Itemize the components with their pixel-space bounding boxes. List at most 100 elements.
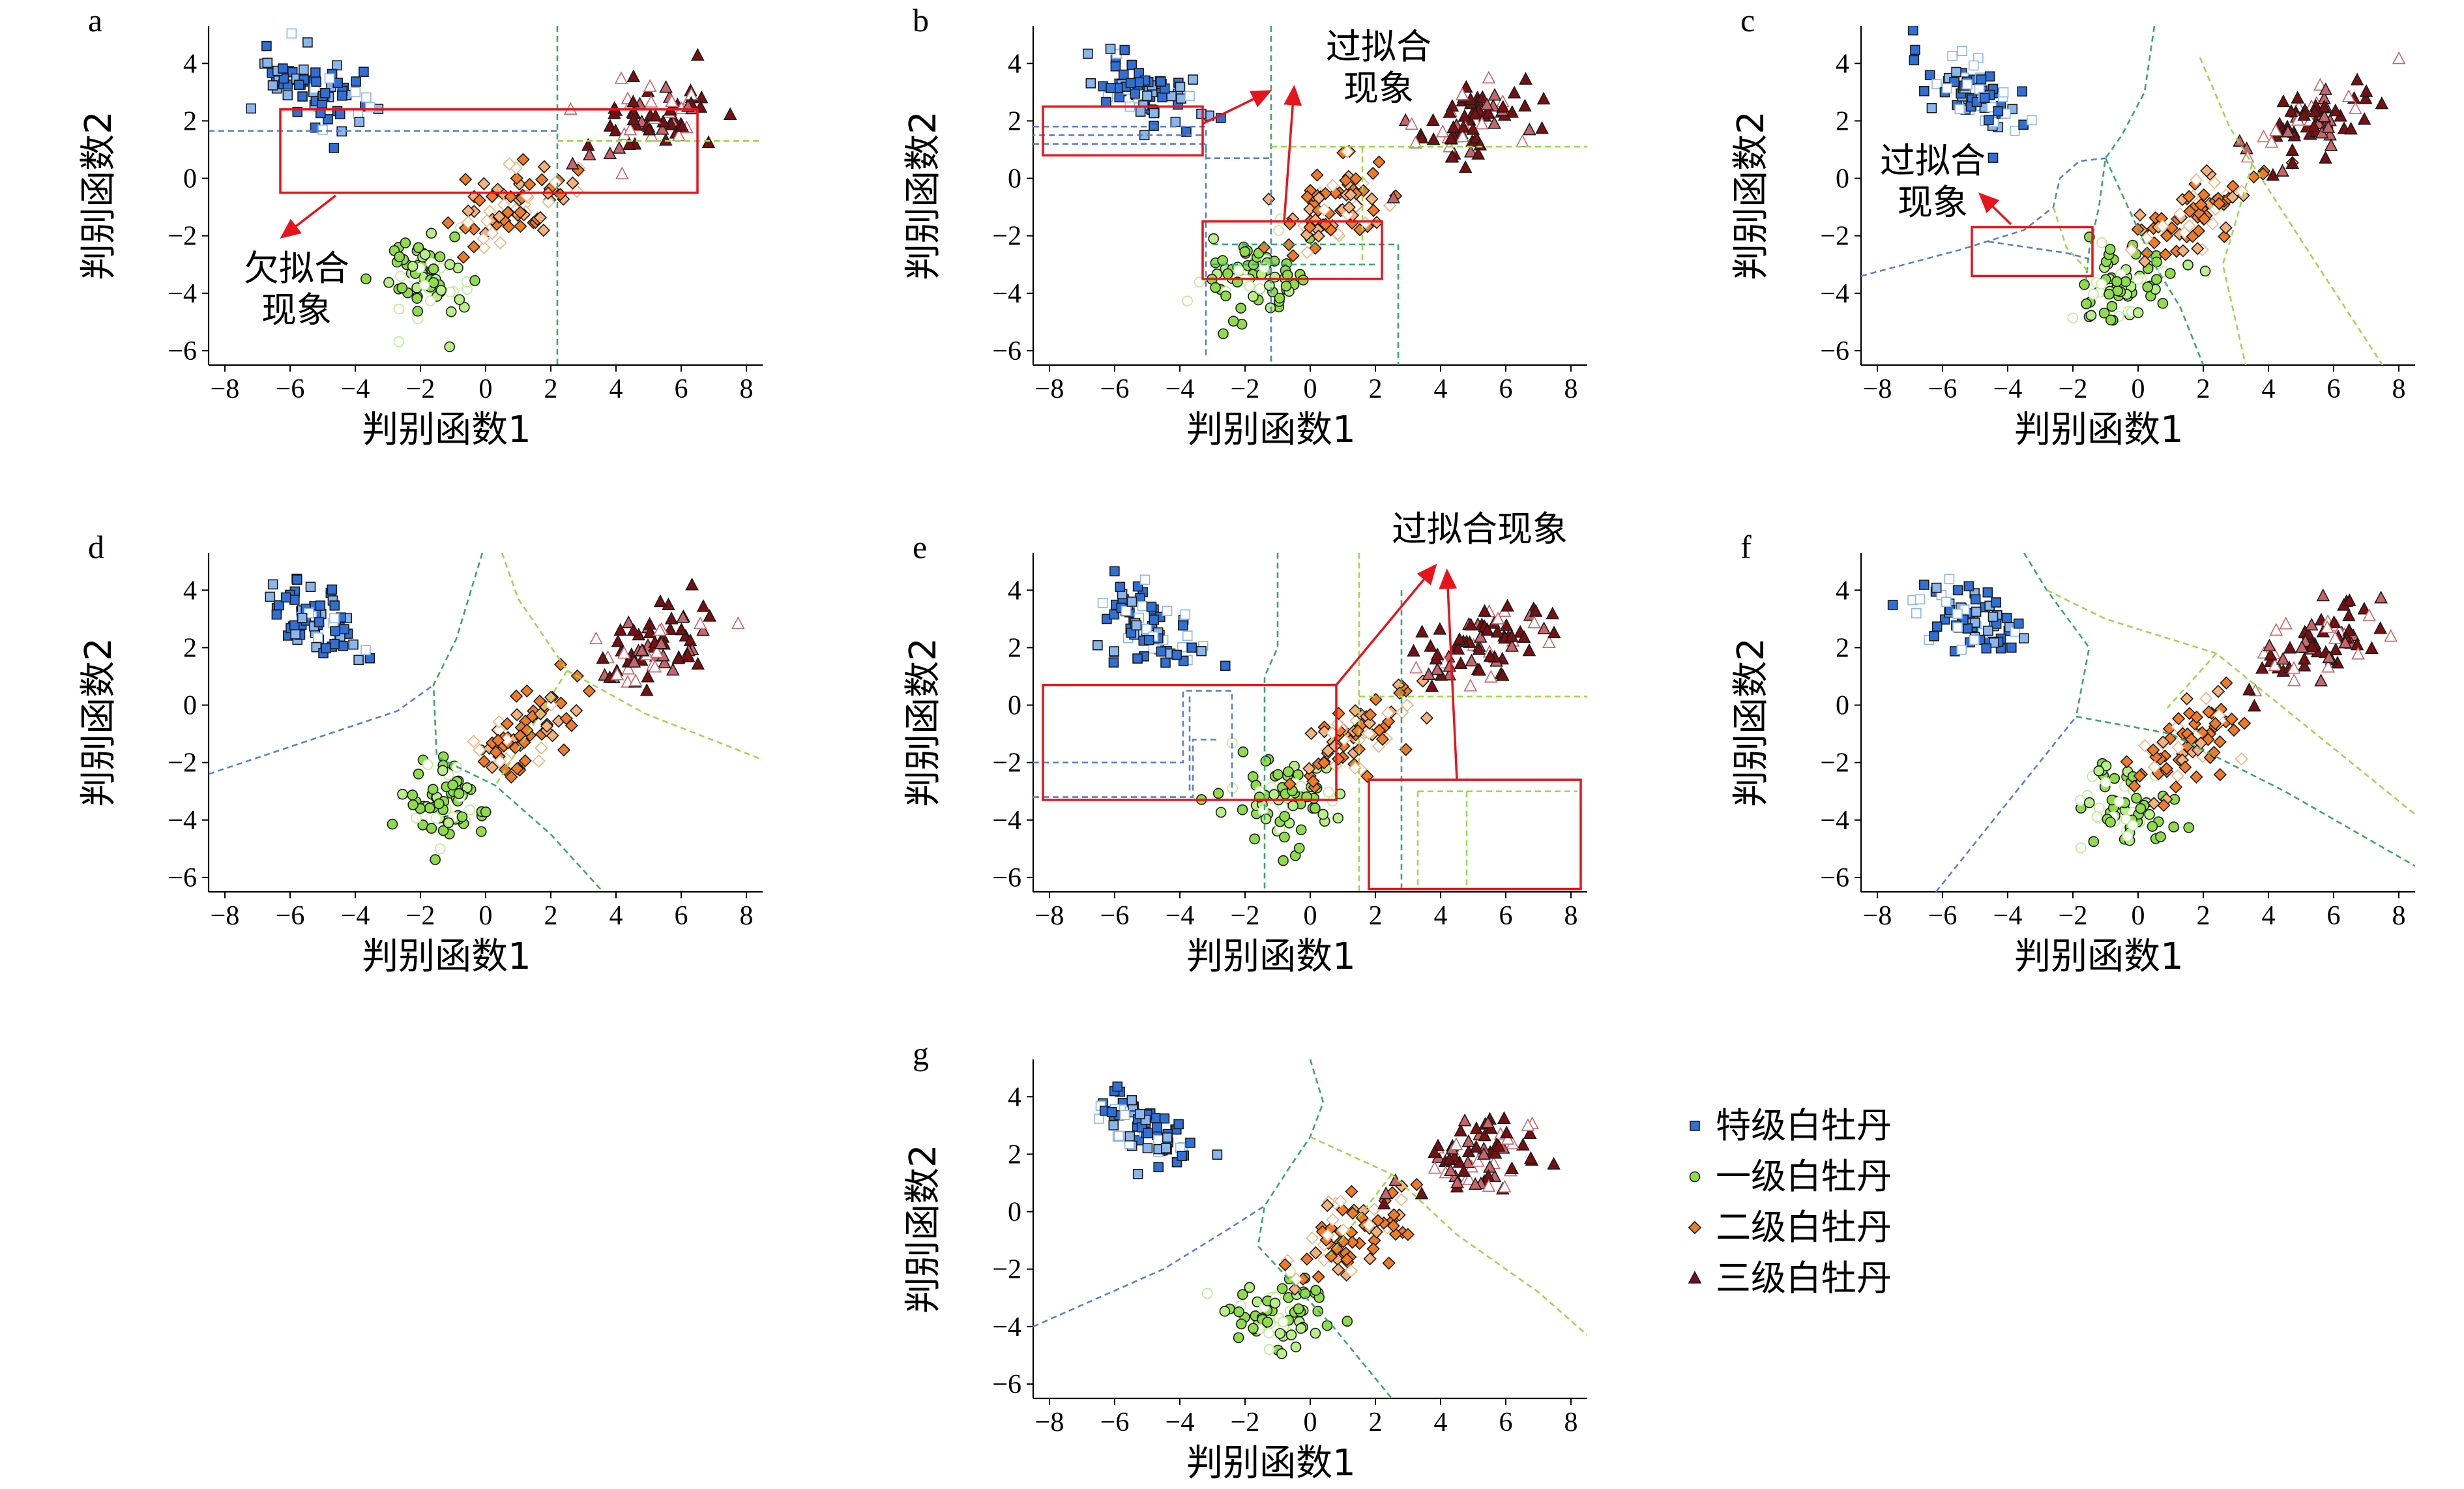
data-point [542, 195, 555, 209]
data-point [2359, 84, 2373, 97]
data-point [1535, 121, 1549, 134]
data-point [2279, 616, 2293, 630]
data-point [1321, 1228, 1334, 1242]
y-tick-label: −4 [168, 279, 197, 309]
annotation-arrow [1283, 84, 1302, 222]
data-point [504, 190, 518, 204]
data-point [1139, 574, 1151, 585]
data-point [2255, 661, 2269, 674]
panel-f: f −8 −6 −4 −2 0 2 4 6 8 −6 −4 −2 0 2 4 判别函数1 判别函数2 [1730, 529, 2415, 978]
data-point [396, 282, 408, 293]
highlight-box [1368, 778, 1582, 891]
data-point [666, 662, 680, 676]
annotation-text: 现象 [1343, 68, 1414, 109]
data-point [444, 259, 456, 271]
x-tick-label: 8 [2392, 374, 2406, 404]
legend-marker [1689, 1171, 1701, 1183]
data-point [500, 733, 514, 746]
data-point [1989, 637, 1999, 648]
x-tick-label: −2 [406, 374, 435, 404]
data-point [302, 37, 313, 48]
data-point [693, 616, 707, 630]
series-circle [2074, 758, 2195, 853]
data-point [2344, 121, 2358, 135]
data-point [327, 584, 338, 595]
data-point [2242, 682, 2256, 696]
data-point [1217, 255, 1228, 266]
data-point [1428, 1145, 1441, 1158]
data-point [1425, 679, 1439, 692]
data-point [675, 622, 688, 636]
data-point [1348, 761, 1362, 775]
data-point [1237, 1289, 1248, 1300]
data-point [1108, 657, 1119, 668]
legend-marker [1688, 1271, 1702, 1284]
data-point [1160, 657, 1171, 668]
data-point [1119, 44, 1130, 55]
data-point [1481, 1115, 1495, 1128]
data-point [516, 153, 530, 166]
data-point [2135, 803, 2147, 814]
data-point [1505, 1161, 1519, 1174]
data-point [2182, 190, 2196, 203]
data-point [1451, 641, 1465, 655]
y-tick-label: 2 [1008, 106, 1021, 136]
x-tick-label: 6 [1499, 901, 1513, 931]
data-point [1278, 855, 1289, 866]
data-point [2207, 746, 2221, 759]
data-point [2357, 111, 2371, 125]
data-point [613, 623, 628, 636]
data-point [1344, 1264, 1358, 1278]
data-point [2320, 620, 2334, 633]
data-point [1288, 1282, 1302, 1296]
data-point [1233, 1306, 1244, 1318]
data-point [659, 80, 673, 93]
data-point [330, 626, 340, 636]
data-point [2120, 755, 2134, 769]
panel-label: a [88, 2, 102, 38]
data-point [2190, 710, 2204, 724]
data-point [648, 659, 662, 673]
data-point [1083, 48, 1093, 59]
data-point [2235, 752, 2248, 766]
data-point [655, 122, 669, 135]
data-point [533, 211, 547, 224]
data-point [1957, 46, 1967, 56]
data-point [1458, 1113, 1472, 1127]
data-point [2151, 256, 2162, 268]
data-point [2285, 156, 2300, 170]
data-point [1273, 225, 1284, 236]
data-point [477, 232, 490, 246]
data-point [1287, 800, 1298, 812]
legend-item: 一级白牡丹 [1689, 1156, 1892, 1197]
data-point [2321, 120, 2336, 133]
plot-area [209, 553, 763, 892]
data-point [2225, 190, 2240, 204]
data-point [1283, 777, 1297, 791]
data-point [1126, 59, 1137, 70]
series-circle [387, 745, 491, 865]
data-point [445, 286, 456, 298]
data-point [1331, 1263, 1345, 1276]
data-point [503, 157, 516, 171]
data-point [691, 656, 705, 670]
data-point [361, 92, 372, 103]
y-tick-label: −2 [168, 748, 197, 778]
data-point [1323, 786, 1334, 798]
data-point [329, 639, 340, 649]
data-point [1465, 653, 1478, 667]
data-point [1293, 842, 1305, 854]
data-point [1208, 233, 1220, 244]
data-point [1108, 1120, 1119, 1130]
data-point [418, 280, 430, 291]
data-point [1237, 746, 1249, 758]
data-point [246, 103, 256, 114]
data-point [1911, 608, 1922, 619]
data-point [1244, 280, 1255, 292]
data-point [2194, 198, 2208, 212]
data-point [2106, 301, 2118, 312]
data-point [1097, 598, 1108, 608]
data-point [2182, 259, 2193, 271]
data-point [317, 125, 328, 135]
x-tick-label: −2 [1231, 901, 1260, 931]
